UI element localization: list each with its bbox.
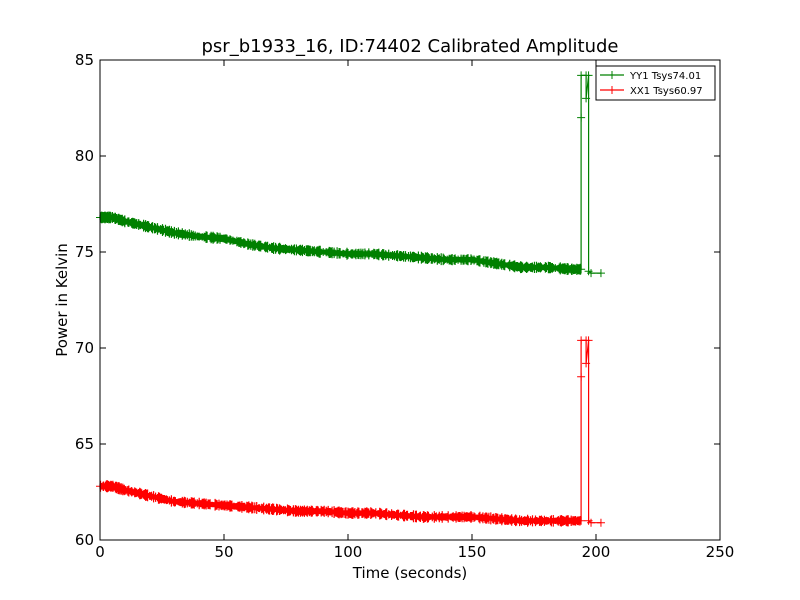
series-0-point-8 xyxy=(269,244,278,253)
series-0-point-15 xyxy=(443,255,452,264)
legend-box xyxy=(595,65,716,101)
series-1-point-20 xyxy=(567,516,576,525)
series-0-point-11 xyxy=(344,249,352,258)
series-0-point-18 xyxy=(517,263,526,272)
series-0-point-28 xyxy=(587,269,596,278)
legend-marker-1 xyxy=(608,86,616,94)
series-0-point-9 xyxy=(294,246,303,255)
legend-label-1: XX1 Tsys60.97 xyxy=(630,86,703,97)
series-0-point-22 xyxy=(577,113,586,122)
series-0-point-26 xyxy=(584,71,593,80)
x-tick-label-3: 150 xyxy=(458,543,487,561)
x-tick-label-2: 100 xyxy=(334,543,363,561)
y-tick-label-4: 80 xyxy=(75,147,94,165)
series-1-point-1 xyxy=(108,482,117,491)
chart-title: psr_b1933_16, ID:74402 Calibrated Amplit… xyxy=(202,36,619,57)
series-1-point-4 xyxy=(170,497,179,506)
series-1-point-26 xyxy=(584,336,593,345)
legend-label-0: YY1 Tsys74.01 xyxy=(629,71,701,82)
series-1-point-12 xyxy=(368,509,377,518)
series-1-point-6 xyxy=(220,501,228,510)
series-0-point-14 xyxy=(418,253,427,262)
y-tick-label-1: 65 xyxy=(75,435,94,453)
ticks-layer: 0 50 100 150 200 250 60 65 70 75 80 85 xyxy=(75,51,734,561)
series-1-point-16 xyxy=(468,512,476,521)
series-0-point-20 xyxy=(567,265,576,274)
series-1-point-8 xyxy=(269,505,278,514)
y-tick-label-0: 60 xyxy=(75,531,94,549)
series-1-point-13 xyxy=(393,511,402,520)
series-1-point-7 xyxy=(244,503,253,512)
series-0-point-4 xyxy=(170,228,179,237)
series-1-point-11 xyxy=(344,509,352,518)
series-0-point-7 xyxy=(244,240,253,249)
series-1-point-22 xyxy=(577,372,586,381)
series-0-point-2 xyxy=(120,217,129,226)
series-0-point-5 xyxy=(195,232,204,241)
x-tick-label-5: 250 xyxy=(706,543,735,561)
series-1-point-3 xyxy=(145,491,154,500)
series-1-point-18 xyxy=(517,516,526,525)
series-0-point-12 xyxy=(368,249,377,258)
legend-marker-0 xyxy=(608,71,616,79)
y-axis-label: Power in Kelvin xyxy=(53,243,71,357)
series-1-point-29 xyxy=(596,518,605,527)
series-1-point-10 xyxy=(319,507,328,516)
series-0-point-17 xyxy=(492,259,501,268)
series-1-point-14 xyxy=(418,512,427,521)
series-0-point-21 xyxy=(577,265,586,274)
series-0-point-19 xyxy=(542,263,551,272)
series-0-point-3 xyxy=(145,223,154,232)
y-tick-label-2: 70 xyxy=(75,339,94,357)
series-1-point-2 xyxy=(120,486,129,495)
x-tick-label-0: 0 xyxy=(95,543,105,561)
x-axis-label: Time (seconds) xyxy=(352,564,468,582)
series-1-point-25 xyxy=(582,359,591,368)
series-1-point-19 xyxy=(542,516,551,525)
series-1-point-9 xyxy=(294,507,303,516)
series-0-point-25 xyxy=(582,94,591,103)
series-1-point-21 xyxy=(577,516,586,525)
series-1-point-17 xyxy=(492,514,501,523)
x-tick-label-4: 200 xyxy=(582,543,611,561)
series-0 xyxy=(96,71,605,278)
series-1-point-5 xyxy=(195,499,204,508)
series-0-point-10 xyxy=(319,248,328,256)
x-tick-label-1: 50 xyxy=(214,543,233,561)
series-0-point-16 xyxy=(468,255,476,264)
legend: YY1 Tsys74.01 XX1 Tsys60.97 xyxy=(595,65,716,101)
series-1-point-28 xyxy=(587,518,596,527)
y-tick-label-3: 75 xyxy=(75,243,94,261)
plot-frame xyxy=(99,59,721,541)
y-tick-label-5: 85 xyxy=(75,51,94,69)
series-0-point-13 xyxy=(393,251,402,260)
series-0-point-29 xyxy=(596,269,605,278)
series-0-point-1 xyxy=(108,213,117,222)
series-0-point-6 xyxy=(220,234,228,243)
series-1-point-15 xyxy=(443,512,452,521)
